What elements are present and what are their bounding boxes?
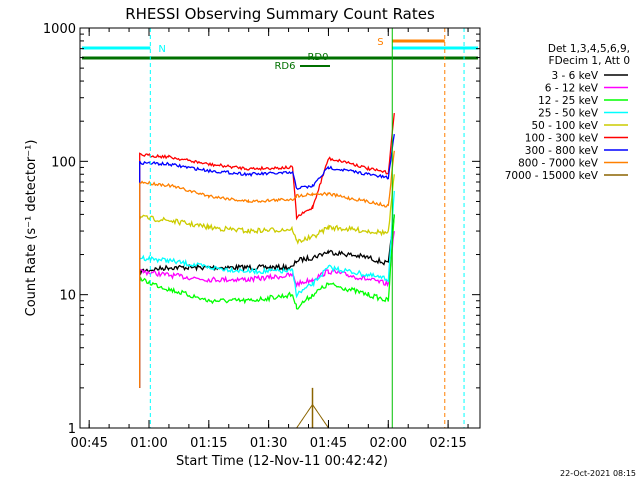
y-axis-label: Count Rate (s⁻¹ detector⁻¹)	[24, 140, 39, 317]
annotation-label: RD6	[274, 61, 295, 72]
legend-entry-label: 100 - 300 keV	[525, 133, 599, 145]
legend-entry-label: 3 - 6 keV	[551, 70, 598, 82]
series-50to100keV	[139, 174, 395, 388]
y-tick-label: 1	[68, 422, 76, 437]
legend-header: Det 1,3,4,5,6,9,	[548, 43, 630, 55]
legend-header: FDecim 1, Att 0	[549, 55, 630, 67]
legend-entry-label: 25 - 50 keV	[538, 108, 599, 120]
series-12to25keV	[139, 214, 395, 388]
series-6to12keV	[139, 231, 395, 388]
legend-entry-label: 6 - 12 keV	[545, 83, 599, 95]
y-tick-label: 100	[51, 155, 76, 170]
series-line	[139, 133, 395, 388]
x-axis: 00:45 01:00 01:15 01:30 01:45 02:00 02:15	[70, 28, 469, 451]
legend-entry-label: 800 - 7000 keV	[518, 158, 599, 170]
x-tick-label: 02:15	[429, 436, 466, 451]
footer-timestamp: 22-Oct-2021 08:15	[560, 469, 636, 478]
series-line	[139, 113, 395, 388]
series-100to300keV	[139, 113, 395, 388]
y-tick-label: 1000	[43, 22, 76, 37]
legend-entry-label: 7000 - 15000 keV	[505, 170, 599, 182]
legend-entry-label: 12 - 25 keV	[538, 95, 599, 107]
annotation-label: N	[158, 44, 165, 55]
x-tick-label: 02:00	[370, 436, 407, 451]
annotation-label: S	[377, 37, 383, 48]
chart-title: RHESSI Observing Summary Count Rates	[125, 5, 435, 23]
annotation-label: RD0	[307, 52, 328, 63]
legend-entry-label: 300 - 800 keV	[525, 145, 599, 157]
series-300to800keV	[139, 133, 395, 388]
series-3to6keV	[139, 214, 395, 388]
series-line	[139, 214, 395, 388]
series-line	[139, 214, 395, 388]
series-line	[139, 174, 395, 388]
y-tick-label: 10	[59, 289, 76, 304]
x-tick-label: 00:45	[70, 436, 107, 451]
x-tick-label: 01:45	[310, 436, 347, 451]
x-axis-label: Start Time (12-Nov-11 00:42:42)	[176, 454, 388, 469]
series-7000to15000keV	[139, 403, 395, 429]
y-axis: 1 10 100 1000	[43, 22, 480, 437]
plot-area	[79, 27, 481, 429]
series-800to7000keV	[139, 150, 395, 388]
legend-entry-label: 50 - 100 keV	[531, 120, 598, 132]
marker-layer	[149, 28, 465, 428]
series-layer	[139, 113, 395, 429]
series-25to50keV	[139, 190, 395, 388]
x-tick-label: 01:30	[250, 436, 287, 451]
series-line	[139, 190, 395, 388]
legend: Det 1,3,4,5,6,9,FDecim 1, Att 0 3 - 6 keV…	[505, 43, 630, 182]
x-tick-label: 01:00	[130, 436, 167, 451]
x-tick-label: 01:15	[190, 436, 227, 451]
series-line	[139, 403, 395, 429]
series-line	[139, 150, 395, 388]
annotation-layer: N S RD0 RD6	[82, 37, 478, 72]
series-line	[139, 231, 395, 388]
